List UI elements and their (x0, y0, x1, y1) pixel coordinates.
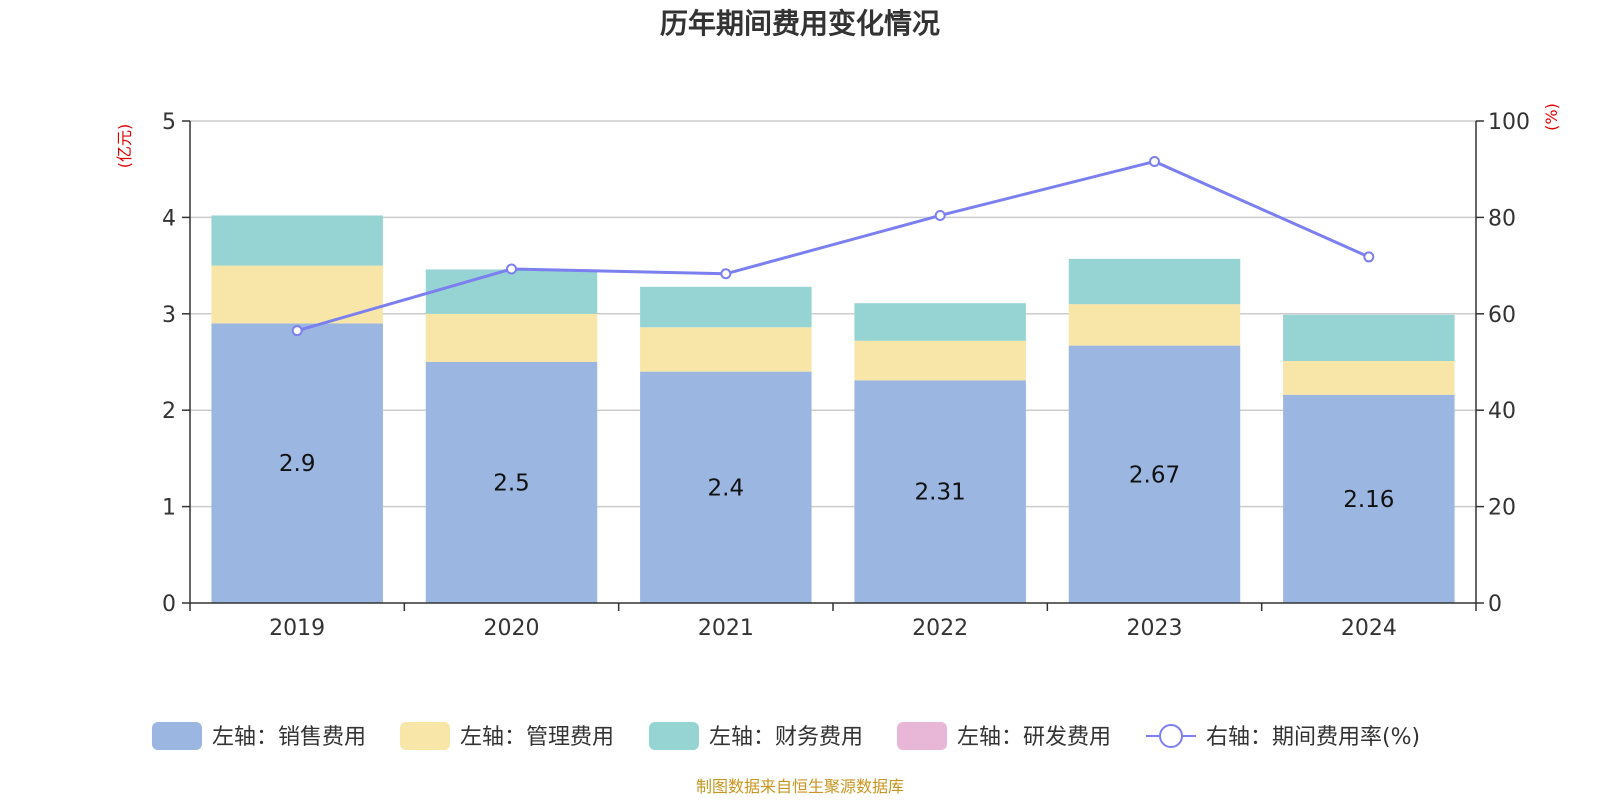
x-tick-label: 2020 (484, 616, 540, 641)
bar-segment (1283, 314, 1455, 362)
bar-segment (1068, 258, 1241, 305)
x-tick-label: 2019 (269, 616, 325, 641)
rate-point (934, 209, 946, 221)
legend-label: 左轴：财务费用 (709, 725, 863, 750)
bar-value-label: 2.9 (279, 451, 316, 477)
x-tick-label: 2021 (698, 616, 754, 641)
chart-title: 历年期间费用变化情况 (660, 7, 940, 40)
bars (211, 215, 1455, 603)
rate-point (1149, 155, 1160, 167)
bar-segment (1283, 394, 1455, 603)
legend-circle-marker (1159, 724, 1183, 748)
bar-value-label: 2.5 (493, 471, 530, 497)
bar-segment (854, 340, 1026, 381)
bar-segment (640, 371, 812, 603)
rate-line-path (296, 159, 1370, 333)
x-tick-label: 2023 (1127, 616, 1183, 641)
bar-segment (854, 380, 1026, 603)
bar-segment (211, 323, 383, 603)
right-tick-label: 100 (1488, 110, 1530, 135)
left-tick-label: 3 (162, 303, 176, 328)
bar-value-label: 2.4 (708, 475, 745, 501)
left-tick-label: 1 (162, 496, 176, 521)
bar-value-label: 2.16 (1343, 487, 1394, 513)
right-tick-label: 40 (1488, 399, 1516, 424)
x-tick-label: 2024 (1341, 616, 1397, 641)
bar-segment (425, 269, 598, 314)
right-tick-label: 80 (1488, 206, 1516, 231)
rate-point (506, 263, 517, 275)
bar-segment (640, 327, 812, 372)
legend-label: 左轴：研发费用 (957, 725, 1111, 750)
left-tick-label: 2 (162, 399, 176, 424)
legend-swatch (400, 722, 450, 750)
right-tick-label: 20 (1488, 496, 1516, 521)
axes: 0 1 2 3 4 5 0 20 40 60 80 100 2019 2020 2021 2022 2023 20… (162, 110, 1530, 641)
bar-segment (854, 303, 1026, 341)
bar-segment (640, 286, 812, 328)
legend-swatch (152, 722, 202, 750)
data-labels: 2.9 2.5 2.4 2.31 2.67 2.16 (279, 451, 1395, 513)
rate-point (1363, 251, 1375, 263)
right-tick-label: 0 (1488, 592, 1502, 617)
right-tick-label: 60 (1488, 303, 1516, 328)
bar-segment (425, 362, 598, 603)
legend-swatch (897, 722, 947, 750)
right-axis-unit: (%) (1542, 103, 1561, 131)
rate-point (291, 325, 303, 337)
rate-line (291, 155, 1375, 337)
legend-swatch (649, 722, 699, 750)
x-tick-label: 2022 (912, 616, 968, 641)
legend-label: 左轴：管理费用 (460, 725, 614, 750)
bar-segment (211, 215, 383, 266)
bar-segment (425, 313, 598, 362)
rate-point (720, 268, 732, 280)
left-tick-label: 4 (162, 206, 176, 231)
bar-value-label: 2.31 (915, 480, 966, 506)
legend-label: 右轴：期间费用率(%) (1206, 725, 1420, 750)
left-tick-label: 0 (162, 592, 176, 617)
left-tick-label: 5 (162, 110, 176, 135)
bar-segment (1068, 304, 1241, 346)
bar-segment (1283, 361, 1455, 395)
legend-label: 左轴：销售费用 (212, 725, 366, 750)
bar-segment (1068, 345, 1241, 603)
bar-value-label: 2.67 (1129, 462, 1180, 488)
source-note: 制图数据来自恒生聚源数据库 (696, 777, 904, 796)
legend: 左轴：销售费用 左轴：管理费用 左轴：财务费用 左轴：研发费用 右轴：期间费用率(%) (152, 722, 1420, 750)
grid-lines (190, 120, 1476, 508)
left-axis-unit: (亿元) (115, 124, 134, 169)
